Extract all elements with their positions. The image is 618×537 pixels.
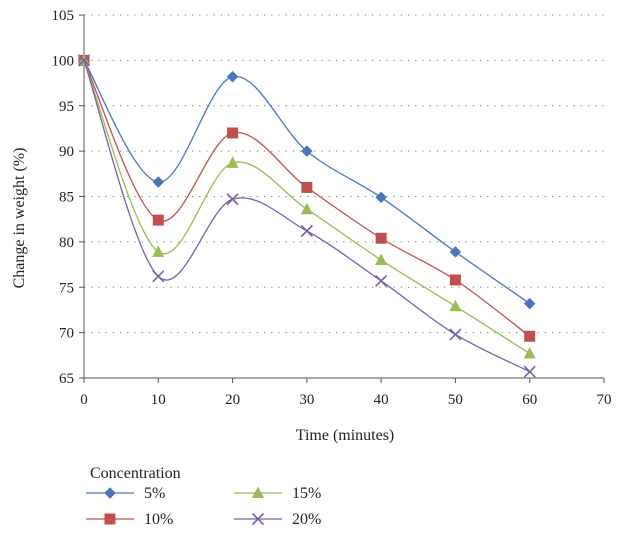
data-point (449, 274, 461, 286)
x-tick-label: 10 (151, 392, 166, 408)
x-tick-label: 50 (448, 392, 463, 408)
axes (79, 14, 605, 383)
legend-label: 20% (292, 511, 321, 528)
y-tick-label: 80 (59, 235, 74, 251)
legend-item-4: 20% (234, 511, 321, 528)
legend-item-3: 15% (234, 485, 321, 502)
series-line (83, 60, 531, 373)
data-point (226, 156, 239, 168)
legend-title: Concentration (90, 465, 181, 482)
data-point (524, 330, 536, 342)
data-point (300, 224, 313, 238)
data-point (227, 127, 239, 139)
data-point (152, 176, 165, 188)
data-point (300, 202, 313, 215)
y-tick-label: 85 (59, 190, 74, 206)
data-point (375, 232, 387, 244)
data-point (226, 193, 239, 206)
marker-stroke (300, 224, 313, 238)
legend-marker (104, 487, 116, 499)
gridlines (84, 14, 604, 334)
legend-item-2: 10% (86, 511, 173, 528)
y-tick-label: 65 (59, 371, 74, 387)
legend-label: 10% (144, 511, 173, 528)
data-point (77, 54, 91, 67)
y-axis-title: Change in weight (%) (11, 148, 28, 289)
x-tick-label: 60 (522, 392, 537, 408)
marker-stroke (152, 270, 165, 283)
legend-label: 15% (292, 485, 321, 502)
marker-stroke (523, 365, 536, 378)
data-point (375, 253, 388, 266)
data-point (152, 214, 164, 226)
data-point (523, 297, 536, 310)
y-tick-label: 75 (59, 280, 74, 296)
y-tick-label: 70 (59, 326, 74, 342)
x-tick-label: 0 (80, 392, 88, 408)
series-4 (77, 54, 536, 378)
series-line (83, 60, 531, 355)
marker-stroke (449, 328, 462, 341)
series-2 (78, 54, 536, 342)
series-lines (77, 53, 536, 378)
legend-label: 5% (144, 485, 165, 502)
y-tick-label: 105 (52, 8, 75, 24)
data-point (301, 181, 313, 193)
series-3 (78, 53, 536, 359)
data-point (152, 245, 165, 257)
data-point (226, 70, 239, 83)
data-point (152, 270, 165, 283)
data-point (301, 145, 313, 157)
y-tick-label: 90 (59, 144, 74, 160)
x-axis-title: Time (minutes) (296, 427, 395, 444)
series-line (83, 60, 531, 337)
tick-labels: 65 70 75 80 85 90 95 100 105 0 10 20 30 40 50 60 70 (52, 8, 612, 408)
marker-stroke (251, 512, 265, 526)
marker-stroke (375, 274, 388, 287)
x-tick-label: 40 (374, 392, 389, 408)
data-point (375, 274, 388, 287)
x-tick-label: 30 (299, 392, 314, 408)
legend-item-1: 5% (86, 485, 165, 502)
data-point (375, 191, 387, 204)
data-point (523, 365, 536, 378)
legend-marker (252, 486, 264, 498)
legend-marker (104, 513, 116, 525)
marker-stroke (226, 193, 239, 206)
marker-stroke (77, 54, 91, 67)
data-point (449, 328, 462, 341)
legend: Concentration 5% 10% 15% 20% (86, 465, 321, 528)
data-point (449, 299, 462, 312)
legend-marker (251, 512, 265, 526)
data-point (449, 246, 462, 258)
y-tick-label: 100 (52, 53, 75, 69)
x-tick-label: 70 (597, 392, 612, 408)
data-point (523, 346, 536, 359)
x-tick-label: 20 (225, 392, 240, 408)
y-tick-label: 95 (59, 99, 74, 115)
